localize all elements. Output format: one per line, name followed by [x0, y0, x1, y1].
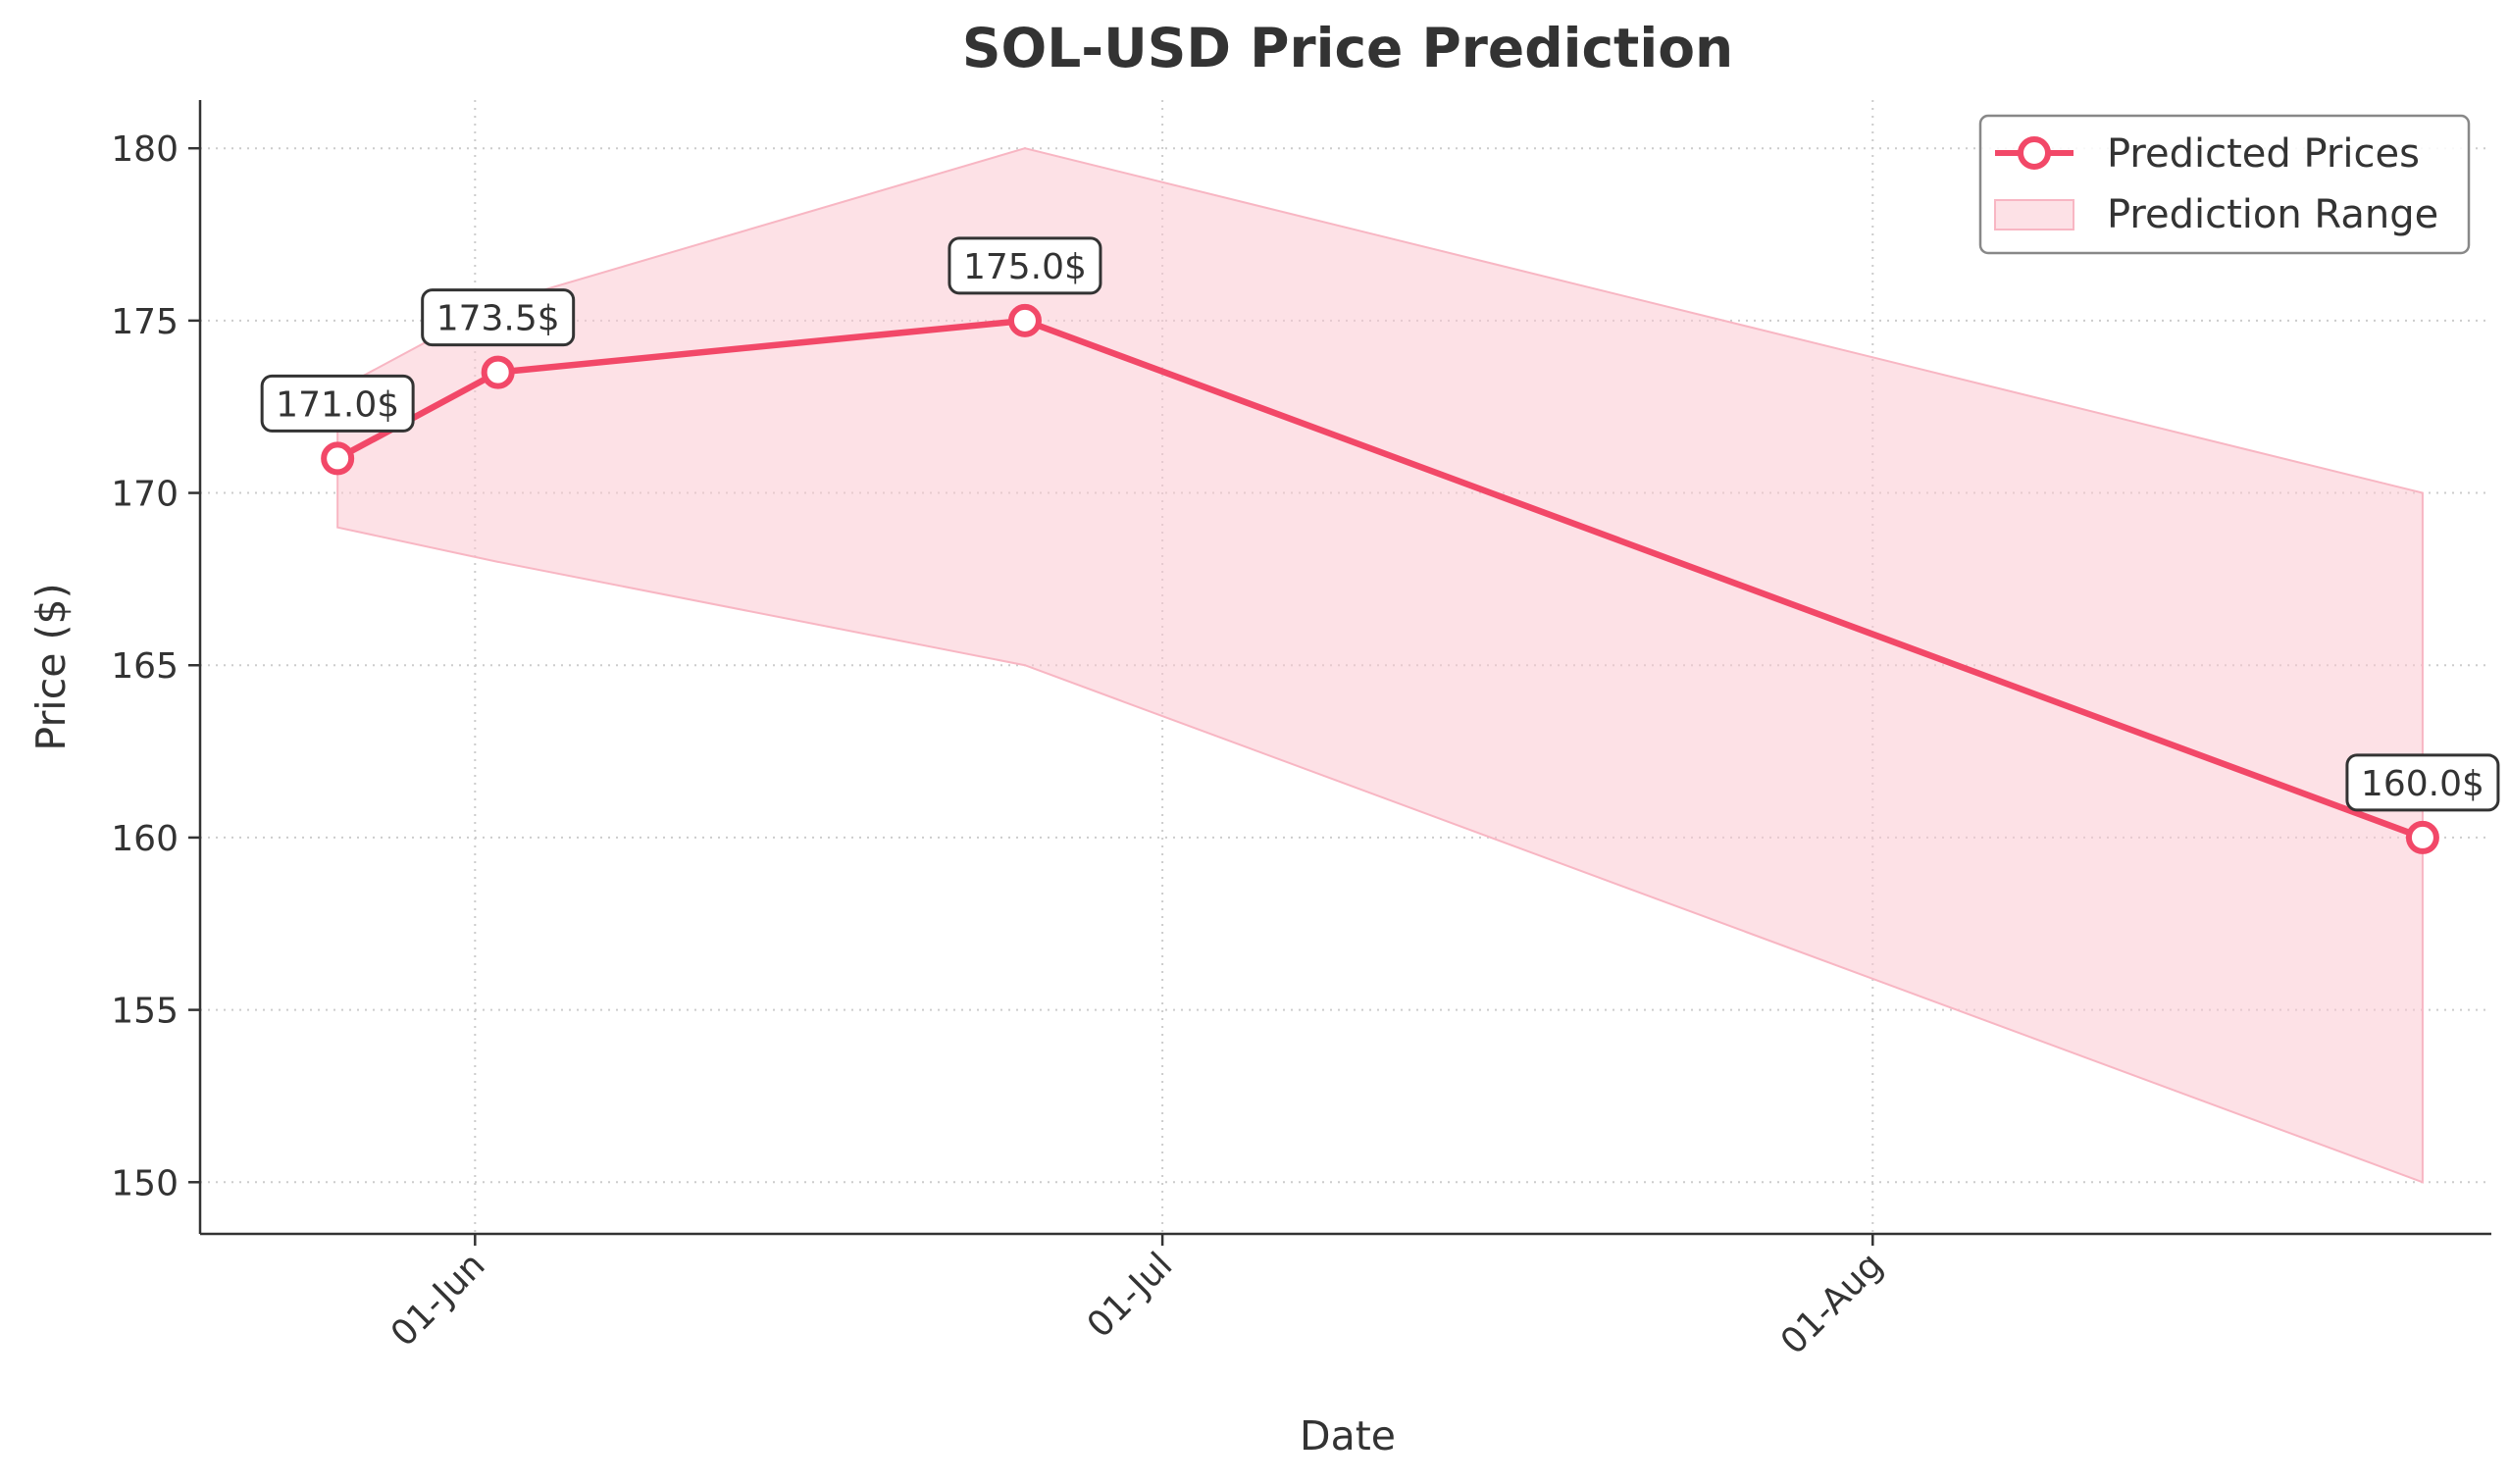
data-label-box — [421, 288, 576, 347]
legend-range-swatch — [1994, 199, 2074, 230]
data-label: 171.0$ — [276, 384, 399, 425]
data-point — [1007, 303, 1042, 337]
y-tick-label: 180 — [111, 129, 179, 170]
data-labels-layer: 171.0$ 173.5$ 175.0$ 160.0$ — [260, 236, 2500, 812]
data-label-box — [2345, 753, 2500, 812]
data-label: 160.0$ — [2361, 764, 2484, 804]
y-tick-label: 155 — [111, 992, 179, 1032]
prediction-range-band — [336, 147, 2424, 1184]
legend: Predicted Prices Prediction Range — [1978, 114, 2471, 255]
data-point — [2405, 820, 2439, 854]
x-axis-label: Date — [1300, 1412, 1396, 1459]
predicted-prices-layer — [321, 303, 2439, 854]
y-tick-label: 160 — [111, 819, 179, 859]
prediction-range-layer — [336, 147, 2424, 1184]
data-label: 175.0$ — [963, 247, 1087, 287]
legend-frame — [1978, 114, 2471, 255]
legend-label-predicted: Predicted Prices — [2107, 131, 2420, 177]
y-axis-label: Price ($) — [27, 583, 75, 750]
legend-marker-swatch — [2018, 136, 2051, 170]
y-tick-label: 175 — [111, 302, 179, 342]
data-point — [321, 441, 355, 476]
axes — [198, 100, 2491, 1236]
data-point — [481, 355, 515, 389]
y-tick-label: 165 — [111, 646, 179, 687]
data-label-box — [260, 374, 415, 433]
data-label-box — [947, 236, 1102, 295]
chart-title: SOL-USD Price Prediction — [962, 17, 1733, 79]
legend-label-range: Prediction Range — [2107, 192, 2438, 237]
predicted-prices-line — [335, 317, 2425, 841]
y-tick-label: 150 — [111, 1163, 179, 1203]
y-tick-label: 170 — [111, 475, 179, 515]
data-label: 173.5$ — [436, 299, 560, 339]
